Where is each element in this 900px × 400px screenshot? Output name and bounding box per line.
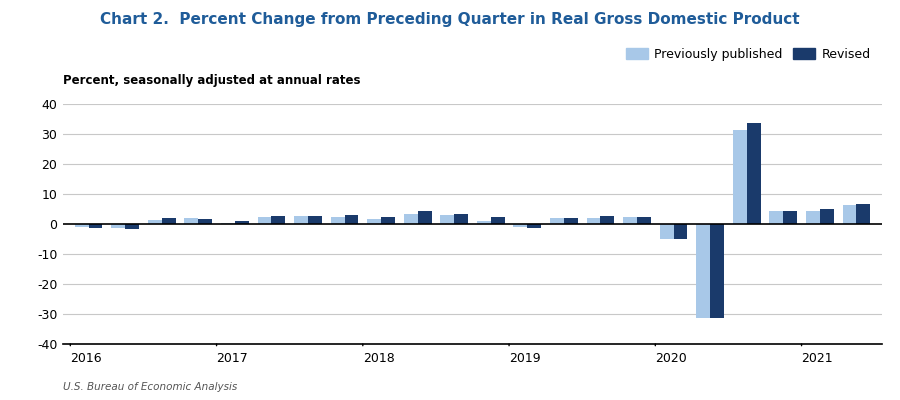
Bar [564, 218, 578, 224]
Bar [623, 217, 637, 224]
Bar [660, 224, 673, 239]
Bar [75, 224, 88, 227]
Text: U.S. Bureau of Economic Analysis: U.S. Bureau of Economic Analysis [63, 382, 238, 392]
Bar [747, 122, 760, 224]
Bar [454, 214, 468, 224]
Bar [308, 216, 322, 224]
Legend: Previously published, Revised: Previously published, Revised [621, 43, 876, 66]
Bar [404, 214, 418, 224]
Bar [294, 216, 308, 224]
Text: Percent, seasonally adjusted at annual rates: Percent, seasonally adjusted at annual r… [63, 74, 361, 87]
Bar [272, 216, 285, 224]
Bar [550, 218, 564, 224]
Bar [783, 210, 797, 224]
Bar [697, 224, 710, 318]
Text: 2017: 2017 [217, 352, 248, 364]
Bar [527, 224, 541, 228]
Bar [513, 224, 527, 227]
Bar [820, 209, 833, 224]
Bar [842, 204, 857, 224]
Text: 2021: 2021 [802, 352, 833, 364]
Bar [112, 224, 125, 228]
Bar [587, 218, 600, 224]
Bar [125, 224, 140, 229]
Bar [477, 221, 490, 224]
Bar [710, 224, 724, 318]
Bar [440, 215, 454, 224]
Bar [733, 130, 747, 224]
Bar [88, 224, 103, 228]
Bar [221, 222, 235, 224]
Bar [330, 216, 345, 224]
Bar [770, 211, 783, 224]
Bar [345, 215, 358, 224]
Text: 2018: 2018 [363, 352, 394, 364]
Bar [381, 216, 395, 224]
Bar [198, 218, 212, 224]
Bar [367, 218, 381, 224]
Bar [235, 221, 248, 224]
Bar [600, 216, 615, 224]
Bar [418, 210, 432, 224]
Bar [806, 211, 820, 224]
Bar [184, 218, 198, 224]
Bar [673, 224, 688, 239]
Bar [857, 204, 870, 224]
Bar [637, 217, 651, 224]
Text: 2016: 2016 [70, 352, 102, 364]
Bar [148, 220, 162, 224]
Bar [491, 218, 505, 224]
Bar [257, 216, 272, 224]
Bar [162, 218, 176, 224]
Text: Chart 2.  Percent Change from Preceding Quarter in Real Gross Domestic Product: Chart 2. Percent Change from Preceding Q… [100, 12, 800, 27]
Text: 2019: 2019 [509, 352, 541, 364]
Text: 2020: 2020 [655, 352, 687, 364]
